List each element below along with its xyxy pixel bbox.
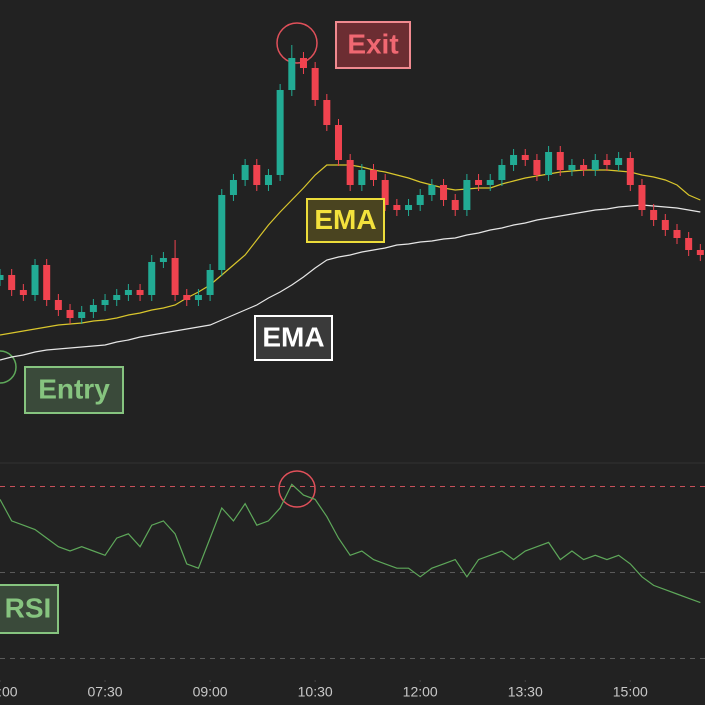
- candle-body: [405, 205, 413, 210]
- candle-body: [241, 165, 249, 180]
- candle-body: [66, 310, 74, 318]
- annotation-box: [254, 315, 333, 361]
- candle-body: [428, 185, 436, 195]
- candle-body: [416, 195, 424, 205]
- annotation-box: [24, 366, 124, 414]
- candle-body: [498, 165, 506, 180]
- candle-body: [19, 290, 27, 295]
- x-tick-label: 12:00: [403, 684, 438, 700]
- candle-body: [183, 295, 191, 300]
- candle-body: [545, 152, 553, 175]
- candle-body: [591, 160, 599, 170]
- candle-body: [113, 295, 121, 300]
- candle-body: [276, 90, 284, 175]
- candle-body: [101, 300, 109, 305]
- candle-body: [685, 238, 693, 250]
- candle-body: [451, 200, 459, 210]
- candle-body: [568, 165, 576, 170]
- candle-body: [299, 58, 307, 68]
- annotation-label: EMA: [314, 204, 376, 235]
- candle-body: [603, 160, 611, 165]
- candle-body: [370, 170, 378, 180]
- candle-body: [78, 312, 86, 318]
- candle-body: [31, 265, 39, 295]
- candle-body: [171, 258, 179, 295]
- x-tick-label: 15:00: [613, 684, 648, 700]
- candle-body: [615, 158, 623, 165]
- candle-body: [0, 275, 4, 280]
- candle-body: [696, 250, 704, 255]
- annotation-box: [0, 584, 59, 634]
- candle-body: [486, 180, 494, 185]
- candle-body: [89, 305, 97, 312]
- exit-circle: [276, 22, 318, 64]
- candle-body: [264, 175, 272, 185]
- rsi-circle: [278, 470, 316, 508]
- annotation-label: RSI: [5, 592, 52, 623]
- candle-body: [521, 155, 529, 160]
- candle-body: [533, 160, 541, 175]
- candle-body: [206, 270, 214, 295]
- entry-circle: [0, 350, 17, 384]
- candle-body: [54, 300, 62, 310]
- candle-body: [626, 158, 634, 185]
- candle-body: [159, 258, 167, 262]
- candle-body: [661, 220, 669, 230]
- candle-body: [334, 125, 342, 160]
- annotation-label: EMA: [262, 321, 324, 352]
- annotation-label: Exit: [347, 28, 398, 59]
- candle-body: [556, 152, 564, 170]
- annotation-label: Entry: [38, 373, 110, 404]
- candle-body: [346, 160, 354, 185]
- candle-body: [288, 58, 296, 90]
- candle-body: [440, 185, 448, 200]
- annotation-box: [335, 21, 411, 69]
- x-tick-label: 13:30: [508, 684, 543, 700]
- x-tick-label: 07:30: [88, 684, 123, 700]
- candle-body: [194, 295, 202, 300]
- candle-body: [218, 195, 226, 270]
- candle-body: [253, 165, 261, 185]
- candle-body: [124, 290, 132, 295]
- candle-body: [650, 210, 658, 220]
- candle-body: [8, 275, 16, 290]
- candle-body: [358, 170, 366, 185]
- candle-body: [393, 205, 401, 210]
- x-tick-label: 09:00: [193, 684, 228, 700]
- candle-body: [311, 68, 319, 100]
- candle-body: [136, 290, 144, 295]
- candle-body: [148, 262, 156, 295]
- annotation-box: [306, 198, 385, 243]
- rsi-line: [0, 483, 701, 604]
- x-tick-label: 10:30: [298, 684, 333, 700]
- candle-body: [673, 230, 681, 238]
- candle-body: [323, 100, 331, 125]
- candle-body: [229, 180, 237, 195]
- x-tick-label: 06:00: [0, 684, 18, 700]
- candle-body: [475, 180, 483, 185]
- ema-line: [0, 204, 701, 361]
- candle-body: [510, 155, 518, 165]
- candle-body: [463, 180, 471, 210]
- candle-body: [638, 185, 646, 210]
- candle-body: [381, 180, 389, 205]
- candle-body: [580, 165, 588, 170]
- candle-body: [43, 265, 51, 300]
